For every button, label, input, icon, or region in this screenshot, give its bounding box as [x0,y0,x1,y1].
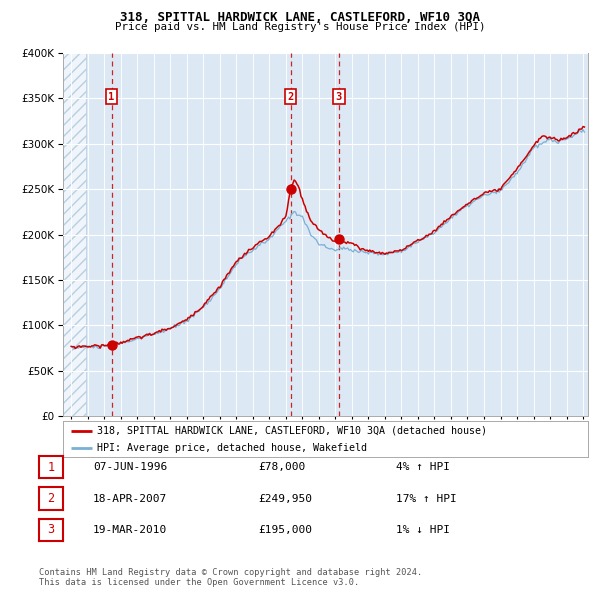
Text: 1: 1 [47,461,55,474]
Text: £78,000: £78,000 [258,463,305,472]
Text: 1: 1 [109,91,115,101]
Text: 3: 3 [336,91,342,101]
Text: 1% ↓ HPI: 1% ↓ HPI [396,525,450,535]
Text: Price paid vs. HM Land Registry's House Price Index (HPI): Price paid vs. HM Land Registry's House … [115,22,485,32]
Text: 19-MAR-2010: 19-MAR-2010 [93,525,167,535]
Text: 318, SPITTAL HARDWICK LANE, CASTLEFORD, WF10 3QA (detached house): 318, SPITTAL HARDWICK LANE, CASTLEFORD, … [97,425,487,435]
Text: 17% ↑ HPI: 17% ↑ HPI [396,494,457,503]
Text: £195,000: £195,000 [258,525,312,535]
Text: 318, SPITTAL HARDWICK LANE, CASTLEFORD, WF10 3QA: 318, SPITTAL HARDWICK LANE, CASTLEFORD, … [120,11,480,24]
Text: 3: 3 [47,523,55,536]
Text: 2: 2 [47,492,55,505]
Text: 2: 2 [287,91,294,101]
Text: 4% ↑ HPI: 4% ↑ HPI [396,463,450,472]
Bar [63,53,86,416]
Bar [63,53,86,416]
Text: Contains HM Land Registry data © Crown copyright and database right 2024.
This d: Contains HM Land Registry data © Crown c… [39,568,422,587]
Text: 18-APR-2007: 18-APR-2007 [93,494,167,503]
Text: 07-JUN-1996: 07-JUN-1996 [93,463,167,472]
Text: HPI: Average price, detached house, Wakefield: HPI: Average price, detached house, Wake… [97,443,367,453]
Text: £249,950: £249,950 [258,494,312,503]
